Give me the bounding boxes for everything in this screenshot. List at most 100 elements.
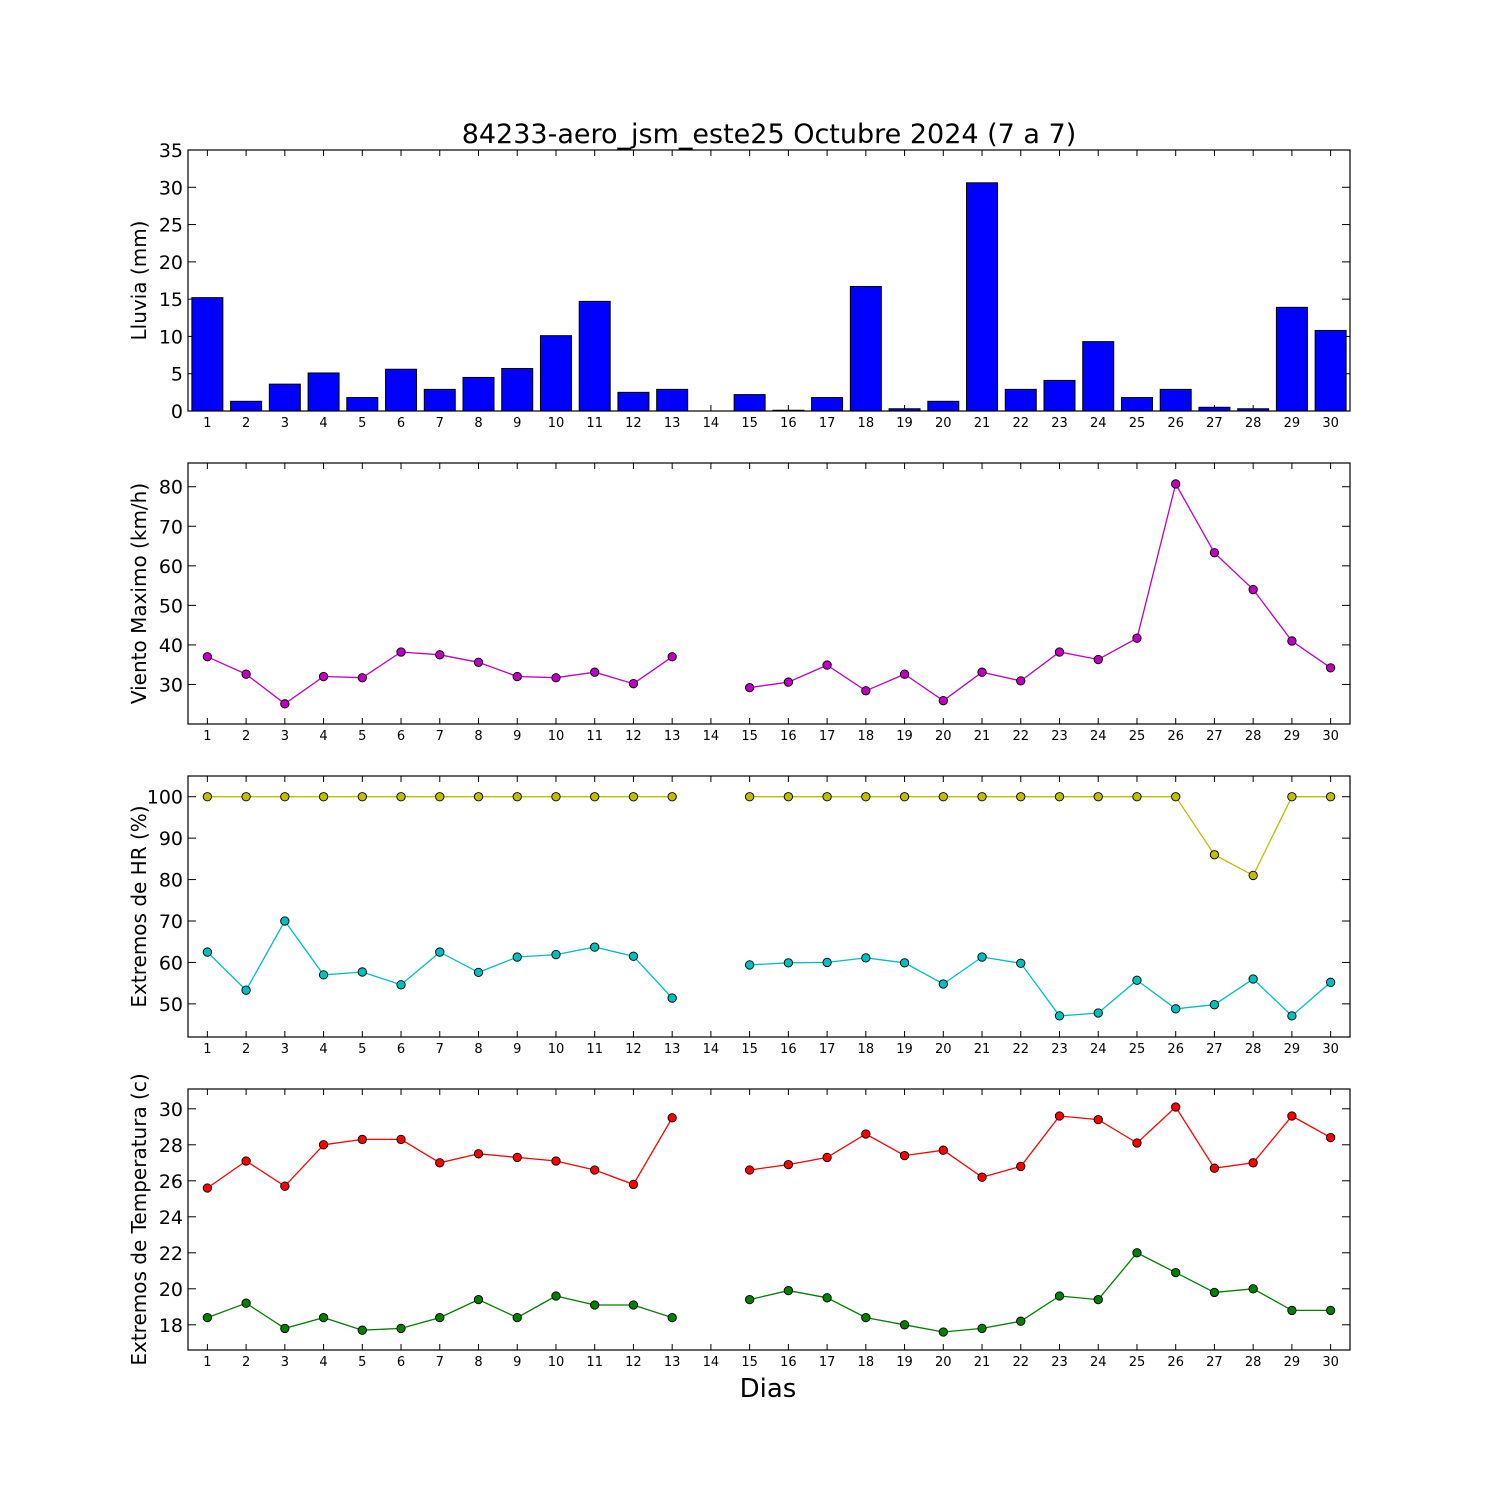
x-tick-label: 1: [203, 416, 211, 431]
x-tick-label: 9: [513, 1355, 521, 1370]
x-tick-label: 21: [974, 416, 991, 431]
data-point: [1209, 1287, 1220, 1298]
data-point: [899, 669, 910, 679]
bar: [346, 397, 379, 412]
y-tick-label: 60: [159, 952, 183, 974]
bar: [539, 335, 572, 412]
data-point: [1093, 1114, 1103, 1125]
y-tick-label: 20: [159, 252, 183, 274]
x-tick-label: 3: [281, 1355, 289, 1370]
data-point: [512, 671, 522, 682]
data-point: [318, 671, 329, 682]
x-tick-label: 11: [586, 1042, 603, 1057]
x-tick-label: 16: [780, 416, 797, 431]
data-point: [1171, 792, 1181, 802]
y-tick-label: 80: [159, 870, 183, 892]
data-point: [1209, 1163, 1220, 1173]
data-point: [435, 650, 445, 660]
bar: [927, 400, 960, 412]
data-point: [396, 980, 406, 990]
data-point: [473, 1149, 484, 1159]
x-tick-label: 17: [819, 1355, 836, 1370]
x-tick-label: 4: [319, 1355, 327, 1370]
x-tick-label: 22: [1012, 729, 1029, 744]
data-point: [551, 949, 561, 960]
data-point: [512, 952, 522, 962]
bar: [656, 388, 689, 412]
data-point: [435, 947, 445, 957]
x-tick-label: 7: [436, 1042, 444, 1057]
x-tick-label: 14: [703, 1042, 720, 1057]
data-point: [1093, 654, 1103, 665]
data-point: [1054, 1291, 1065, 1301]
x-tick-label: 17: [819, 729, 836, 744]
data-point: [938, 696, 948, 706]
data-point: [1325, 1132, 1336, 1143]
data-point: [628, 792, 639, 802]
data-point: [1132, 1248, 1142, 1258]
y-tick-label: 25: [159, 215, 183, 237]
data-point: [1209, 850, 1220, 860]
bar: [1004, 388, 1037, 412]
bar: [578, 300, 611, 412]
y-tick-label: 90: [159, 828, 183, 850]
x-tick-label: 8: [474, 416, 482, 431]
data-point: [1325, 792, 1336, 802]
data-point: [1132, 1138, 1142, 1148]
x-tick-label: 30: [1322, 729, 1339, 744]
y-tick-label: 30: [159, 1099, 183, 1121]
data-point: [822, 1152, 832, 1163]
data-point: [977, 792, 987, 802]
data-point: [512, 1312, 522, 1323]
data-point: [396, 1134, 406, 1145]
x-tick-label: 25: [1129, 729, 1146, 744]
data-point: [744, 682, 755, 693]
data-point: [357, 1325, 367, 1335]
bar: [1159, 388, 1192, 412]
y-tick-label: 100: [147, 787, 183, 809]
bar: [191, 297, 224, 412]
data-point: [202, 792, 213, 802]
data-point: [1016, 676, 1026, 686]
x-tick-label: 1: [203, 1355, 211, 1370]
data-point: [551, 1291, 561, 1301]
x-tick-label: 21: [974, 1355, 991, 1370]
bar: [423, 388, 456, 412]
data-point: [1209, 548, 1220, 558]
data-point: [744, 1294, 755, 1305]
x-tick-label: 4: [319, 729, 327, 744]
data-point: [1287, 1305, 1297, 1316]
bar: [1120, 397, 1153, 412]
y-tick-label: 70: [159, 911, 183, 933]
data-point: [938, 1327, 948, 1337]
x-tick-label: 4: [319, 416, 327, 431]
y-tick-label: 24: [159, 1207, 183, 1229]
data-point: [667, 652, 677, 662]
x-tick-label: 28: [1245, 416, 1262, 431]
x-tick-label: 18: [858, 729, 875, 744]
data-point: [977, 1323, 987, 1334]
data-point: [1287, 636, 1297, 646]
x-tick-label: 16: [780, 729, 797, 744]
bar: [617, 391, 650, 412]
data-point: [899, 1320, 910, 1330]
x-axis-label: Dias: [740, 1374, 797, 1404]
series-line: [749, 482, 1331, 702]
x-tick-label: 29: [1284, 416, 1301, 431]
data-point: [1093, 1294, 1103, 1305]
x-tick-label: 17: [819, 416, 836, 431]
x-tick-label: 13: [664, 729, 681, 744]
bar: [462, 376, 495, 412]
data-point: [783, 958, 794, 968]
data-point: [1132, 975, 1142, 985]
data-point: [1016, 1161, 1026, 1172]
x-tick-label: 26: [1167, 1355, 1184, 1370]
y-tick-label: 20: [159, 1279, 183, 1301]
x-tick-label: 2: [242, 1042, 250, 1057]
x-tick-label: 15: [741, 1355, 758, 1370]
data-point: [1016, 958, 1026, 968]
x-tick-label: 26: [1167, 416, 1184, 431]
data-point: [628, 1300, 639, 1310]
data-point: [628, 679, 639, 689]
